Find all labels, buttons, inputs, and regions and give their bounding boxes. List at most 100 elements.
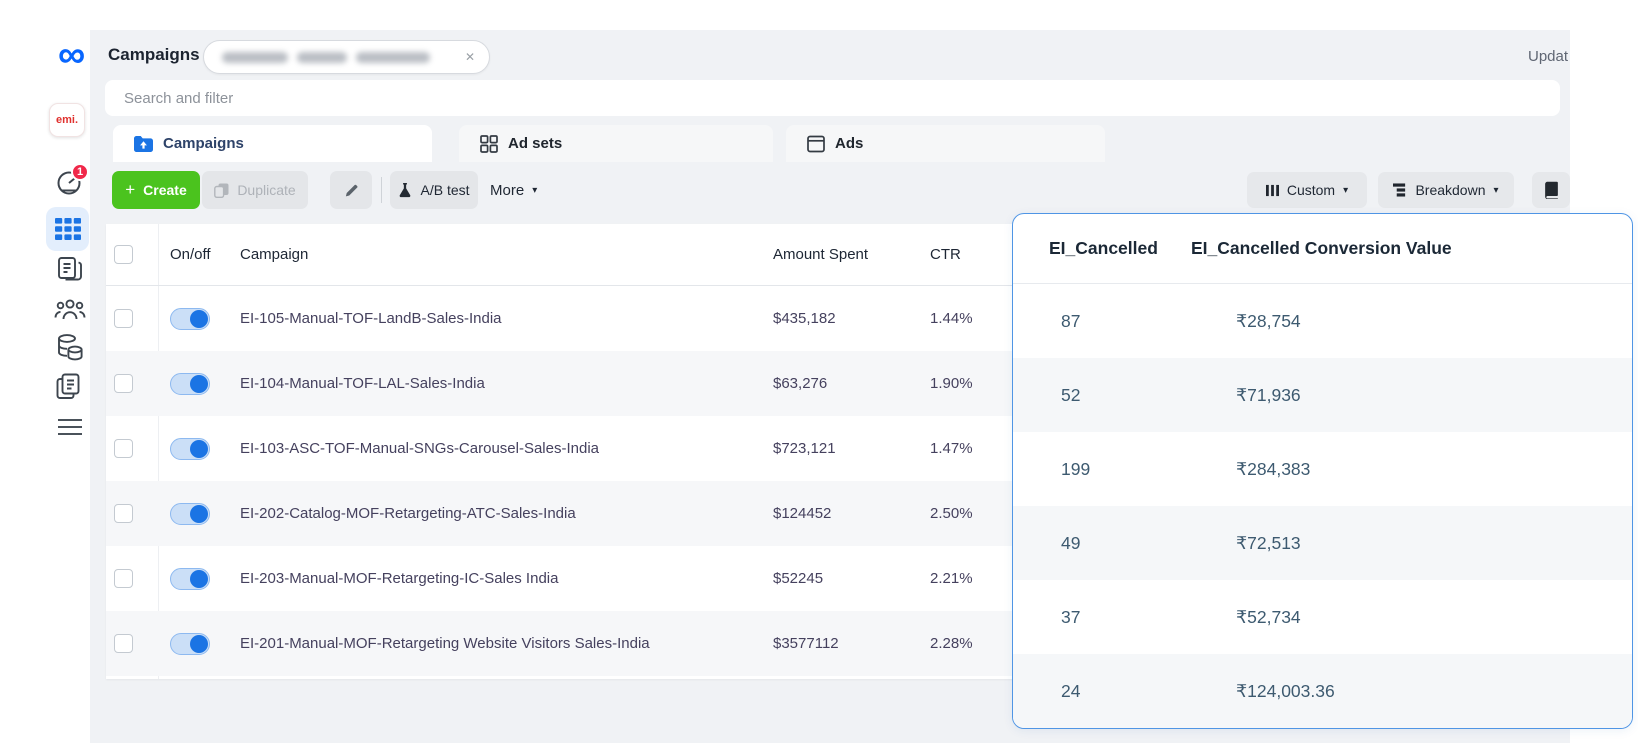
table-row: EI-105-Manual-TOF-LandB-Sales-India $435… xyxy=(106,286,1570,351)
cancelled-count: 37 xyxy=(1061,606,1081,627)
cancelled-count: 49 xyxy=(1061,532,1081,553)
edit-button[interactable] xyxy=(330,171,372,209)
sidebar-item-audiences[interactable] xyxy=(52,294,87,324)
row-checkbox[interactable] xyxy=(114,374,133,393)
campaign-name-link[interactable]: EI-103-ASC-TOF-Manual-SNGs-Carousel-Sale… xyxy=(240,440,600,457)
account-overview-icon[interactable] xyxy=(54,169,84,199)
more-button[interactable]: More ▾ xyxy=(490,171,537,209)
campaign-filter-pill[interactable]: ✕ xyxy=(203,40,490,74)
plus-icon: + xyxy=(125,180,136,199)
campaign-name-link[interactable]: EI-203-Manual-MOF-Retargeting-IC-Sales I… xyxy=(240,570,559,587)
ab-test-button[interactable]: A/B test xyxy=(390,171,478,209)
duplicate-label: Duplicate xyxy=(237,182,296,198)
business-app-tile[interactable]: emi. xyxy=(49,103,85,137)
cancelled-value: ₹52,734 xyxy=(1236,606,1301,627)
chevron-down-icon: ▾ xyxy=(1343,184,1349,196)
tab-campaigns[interactable]: Campaigns xyxy=(113,125,432,162)
badge-count: 1 xyxy=(76,166,84,178)
toolbar-divider xyxy=(381,177,382,203)
tab-label: Campaigns xyxy=(163,135,244,152)
cancelled-count: 199 xyxy=(1061,458,1091,479)
row-toggle[interactable] xyxy=(170,307,210,330)
grid-icon xyxy=(480,134,498,153)
frozen-column-divider xyxy=(158,224,159,679)
campaign-name-link[interactable]: EI-105-Manual-TOF-LandB-Sales-India xyxy=(240,310,502,327)
row-checkbox[interactable] xyxy=(114,569,133,588)
cancelled-value: ₹71,936 xyxy=(1236,384,1301,405)
row-checkbox[interactable] xyxy=(114,309,133,328)
row-checkbox[interactable] xyxy=(114,504,133,523)
chevron-down-icon: ▾ xyxy=(532,184,538,196)
notification-badge: 1 xyxy=(71,163,89,181)
ads-reporting-icon xyxy=(56,373,79,399)
blurred-text xyxy=(222,51,288,63)
more-label: More xyxy=(490,181,525,199)
folder-icon xyxy=(134,135,153,152)
flask-icon xyxy=(400,183,411,198)
audiences-icon xyxy=(54,299,85,320)
cancelled-value: ₹28,754 xyxy=(1236,310,1301,331)
campaign-name-link[interactable]: EI-202-Catalog-MOF-Retargeting-ATC-Sales… xyxy=(240,505,576,522)
sidebar-item-pages[interactable] xyxy=(54,253,86,285)
cancelled-metrics-panel: EI_Cancelled EI_Cancelled Conversion Val… xyxy=(1012,213,1633,729)
row-checkbox[interactable] xyxy=(114,439,133,458)
close-icon[interactable]: ✕ xyxy=(464,50,475,64)
header-ei-cancelled-conversion-value: EI_Cancelled Conversion Value xyxy=(1191,238,1452,258)
panel-row: 49 ₹72,513 xyxy=(1013,506,1632,580)
create-button[interactable]: + Create xyxy=(112,171,200,209)
row-toggle[interactable] xyxy=(170,372,210,395)
sidebar-item-ads-reporting[interactable] xyxy=(54,371,85,402)
row-checkbox[interactable] xyxy=(114,634,133,653)
header-amount-spent[interactable]: Amount Spent xyxy=(773,246,869,263)
amount-spent-value: $63,276 xyxy=(773,375,828,392)
campaigns-table-icon xyxy=(54,218,81,240)
header-campaign[interactable]: Campaign xyxy=(240,246,309,263)
row-toggle[interactable] xyxy=(170,502,210,525)
tab-ads[interactable]: Ads xyxy=(786,125,1105,162)
row-toggle[interactable] xyxy=(170,567,210,590)
report-book-icon xyxy=(1544,181,1558,199)
speedometer-icon xyxy=(57,171,81,195)
header-ctr[interactable]: CTR xyxy=(930,246,961,263)
toggle-knob xyxy=(190,569,208,588)
amount-spent-value: $435,182 xyxy=(773,310,836,327)
row-toggle[interactable] xyxy=(170,437,210,460)
app-tile-label: emi. xyxy=(55,114,78,126)
reports-button[interactable] xyxy=(1532,172,1570,208)
duplicate-button[interactable]: Duplicate xyxy=(202,171,308,209)
cancelled-count: 24 xyxy=(1061,680,1081,701)
hamburger-menu-icon xyxy=(57,418,82,435)
campaign-name-link[interactable]: EI-201-Manual-MOF-Retargeting Website Vi… xyxy=(240,635,650,652)
cancelled-count: 87 xyxy=(1061,310,1081,331)
chevron-down-icon: ▾ xyxy=(1493,184,1499,196)
ab-test-label: A/B test xyxy=(420,182,470,198)
panel-row: 24 ₹124,003.36 xyxy=(1013,654,1632,728)
sidebar-item-billing[interactable] xyxy=(54,331,85,364)
sidebar-item-menu[interactable] xyxy=(55,413,84,440)
sidebar-item-campaigns-active[interactable] xyxy=(46,207,89,251)
custom-label: Custom xyxy=(1286,182,1336,198)
columns-icon xyxy=(1265,184,1279,196)
breakdown-button[interactable]: Breakdown ▾ xyxy=(1378,172,1514,208)
header-ei-cancelled: EI_Cancelled xyxy=(1049,238,1158,258)
campaign-name-link[interactable]: EI-104-Manual-TOF-LAL-Sales-India xyxy=(240,375,485,392)
columns-custom-button[interactable]: Custom ▾ xyxy=(1247,172,1367,208)
header-on-off[interactable]: On/off xyxy=(170,246,211,263)
table-row: EI-103-ASC-TOF-Manual-SNGs-Carousel-Sale… xyxy=(106,416,1570,481)
tab-ad-sets[interactable]: Ad sets xyxy=(459,125,773,162)
panel-row: 52 ₹71,936 xyxy=(1013,358,1632,432)
tab-label: Ads xyxy=(835,135,864,152)
row-toggle[interactable] xyxy=(170,632,210,655)
coins-icon xyxy=(57,333,83,360)
ctr-value: 2.50% xyxy=(930,505,973,522)
copy-icon xyxy=(214,183,229,198)
meta-logo-icon[interactable]: ∞ xyxy=(58,34,86,76)
search-input[interactable]: Search and filter xyxy=(105,80,1560,116)
select-all-checkbox[interactable] xyxy=(114,245,133,264)
ctr-value: 1.47% xyxy=(930,440,973,457)
cancelled-count: 52 xyxy=(1061,384,1081,405)
ctr-value: 1.44% xyxy=(930,310,973,327)
pages-icon xyxy=(58,257,82,281)
cancelled-value: ₹284,383 xyxy=(1236,458,1311,479)
